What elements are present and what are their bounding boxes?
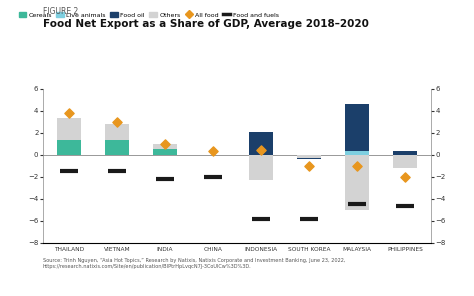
- Bar: [153, 144, 177, 149]
- Bar: [345, 152, 369, 155]
- Point: [353, 163, 361, 168]
- Bar: [153, 149, 177, 155]
- Bar: [57, 118, 81, 141]
- Bar: [105, 141, 129, 155]
- Bar: [345, 104, 369, 152]
- Bar: [393, 155, 417, 168]
- Legend: Cereals, Live animals, Food oil, Others, All food, Food and fuels: Cereals, Live animals, Food oil, Others,…: [18, 12, 279, 18]
- Point: [65, 111, 73, 115]
- Point: [305, 163, 313, 168]
- Bar: [57, 141, 81, 155]
- Point: [257, 148, 265, 153]
- Bar: [393, 152, 417, 155]
- Point: [401, 174, 409, 179]
- Point: [161, 141, 169, 146]
- Bar: [345, 155, 369, 210]
- Point: [209, 149, 217, 154]
- Bar: [249, 155, 273, 180]
- Bar: [297, 158, 321, 159]
- Text: Food Net Export as a Share of GDP, Average 2018–2020: Food Net Export as a Share of GDP, Avera…: [43, 19, 368, 29]
- Bar: [105, 124, 129, 141]
- Point: [113, 119, 121, 124]
- Text: FIGURE 2: FIGURE 2: [43, 7, 78, 16]
- Bar: [249, 132, 273, 155]
- Text: Source: Trinh Nguyen, “Asia Hot Topics,” Research by Natixis, Natixis Corporate : Source: Trinh Nguyen, “Asia Hot Topics,”…: [43, 258, 345, 269]
- Bar: [297, 155, 321, 158]
